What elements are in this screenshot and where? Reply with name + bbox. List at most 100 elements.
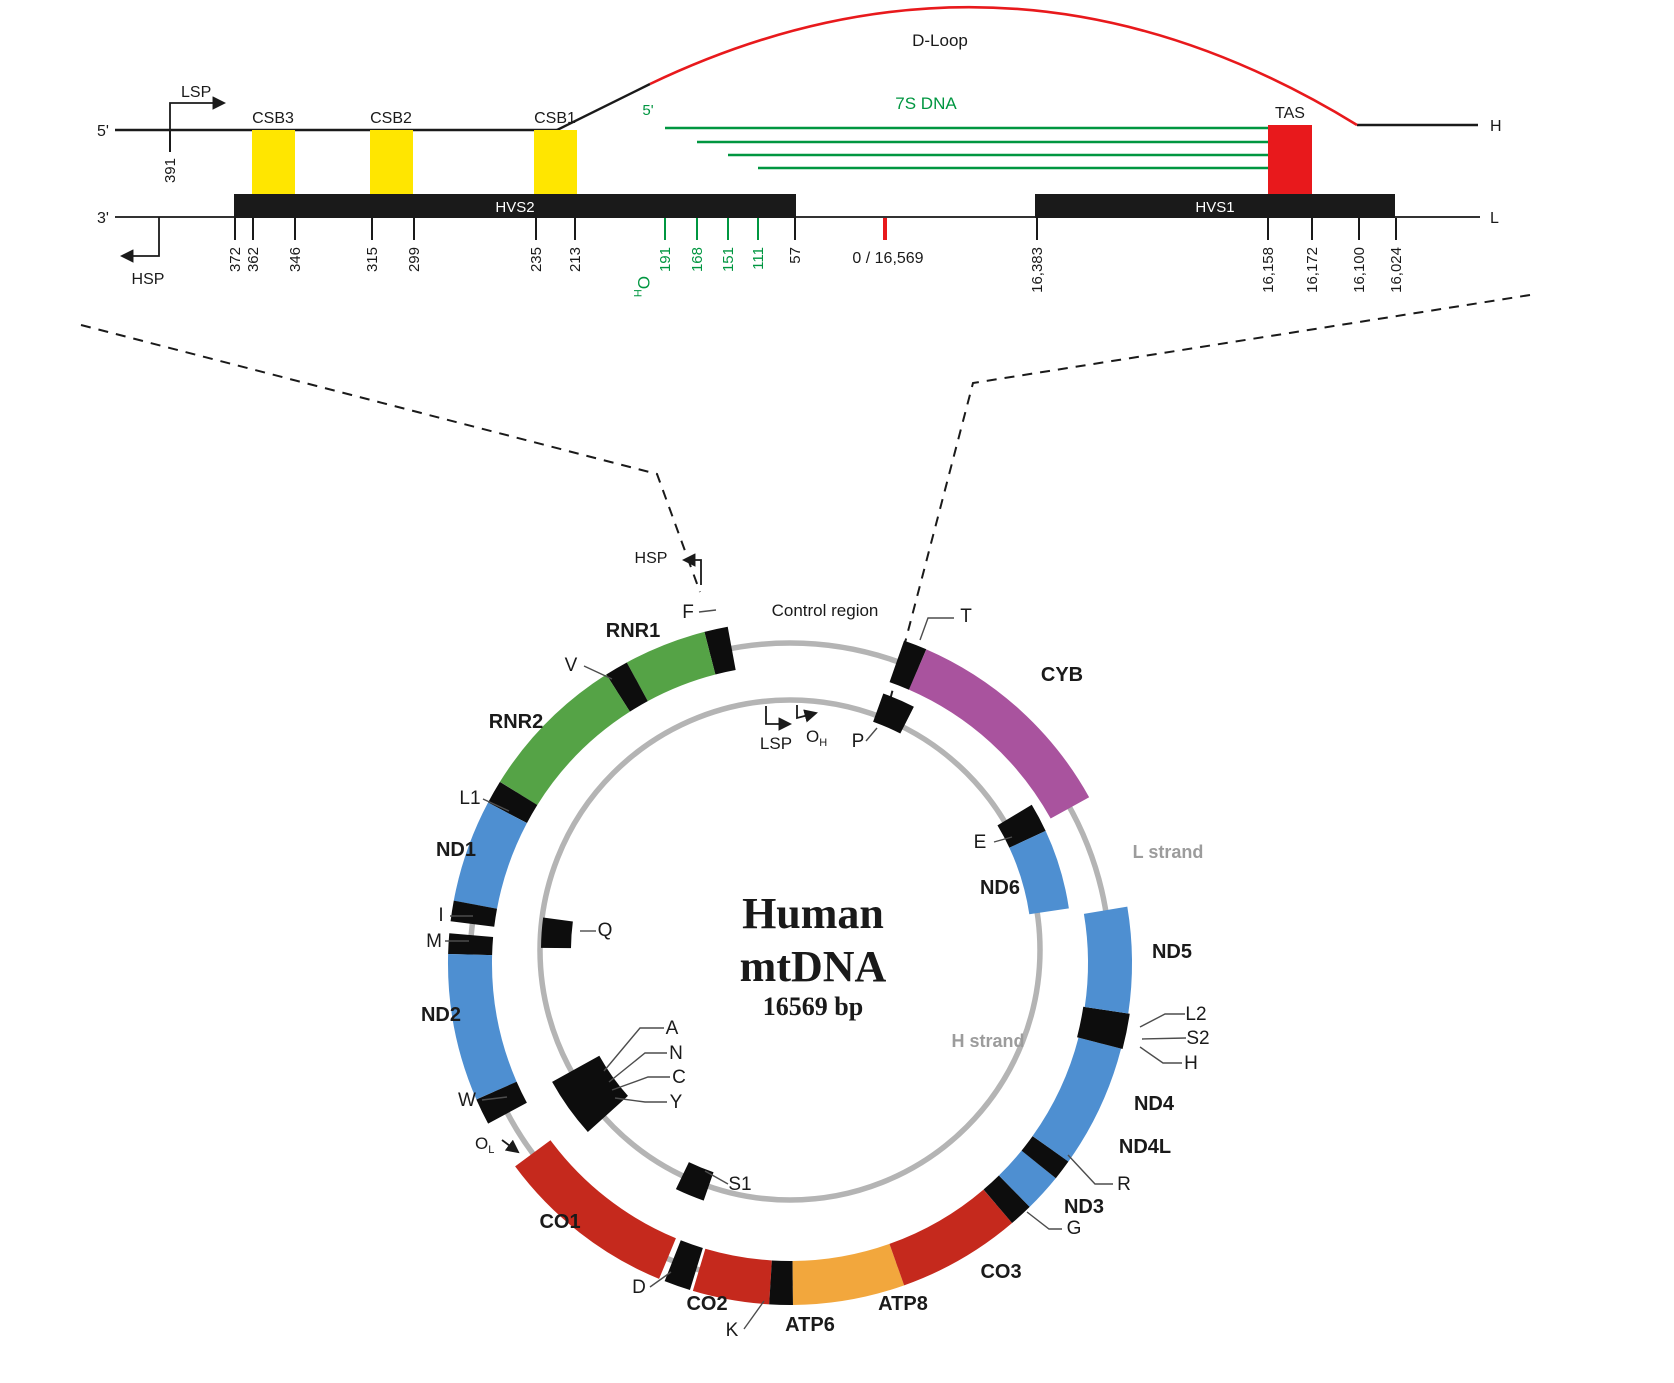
- csb2-box: [370, 130, 413, 194]
- oh-arrow-circle: [796, 705, 818, 723]
- map-label-nd4l: ND4L: [1119, 1136, 1171, 1158]
- trna-D: [664, 1240, 704, 1291]
- map-label-g: G: [1067, 1218, 1082, 1239]
- trna-M: [448, 933, 494, 956]
- map-label-atp6: ATP6: [785, 1314, 835, 1336]
- gene-ND1: [453, 802, 528, 910]
- linear-label-csb2: CSB2: [370, 110, 412, 127]
- trna-Q: [541, 917, 573, 949]
- map-label-o: OL: [475, 1134, 494, 1156]
- tick-label-299: 299: [406, 247, 423, 272]
- origin-label-0-16-569: 0 / 16,569: [852, 250, 923, 267]
- hvs2-bar: [234, 194, 796, 218]
- map-label-v: V: [565, 655, 578, 676]
- map-label-w: W: [458, 1090, 476, 1111]
- leader-H: [1139, 1046, 1182, 1064]
- map-label-co3: CO3: [980, 1261, 1021, 1283]
- five-prime-bend: [556, 82, 651, 132]
- map-label-co2: CO2: [686, 1293, 727, 1315]
- map-label-y: Y: [670, 1092, 683, 1113]
- leader-T: [919, 617, 954, 641]
- map-label-o: OH: [806, 727, 827, 749]
- dloop-arc: [649, 5, 1358, 127]
- linear-label-h: H: [1490, 118, 1502, 135]
- map-label-q: Q: [598, 920, 613, 941]
- hvs1-bar: [1035, 194, 1395, 218]
- tick-label-16-100: 16,100: [1351, 247, 1368, 293]
- gene-CO2: [692, 1248, 773, 1305]
- leader-P: [865, 727, 878, 742]
- leader-G: [1026, 1211, 1062, 1230]
- trna-G: [983, 1175, 1030, 1224]
- trna-F: [704, 626, 736, 675]
- linear-label-hsp: HSP: [132, 271, 165, 288]
- map-label-cyb: CYB: [1041, 664, 1083, 686]
- tick-label-346: 346: [287, 247, 304, 272]
- linear-label-tas: TAS: [1275, 105, 1305, 122]
- zoom-connector-lines: [80, 294, 1531, 701]
- tas-box: [1268, 125, 1312, 194]
- trna-I: [450, 900, 498, 927]
- trna-L1: [488, 781, 538, 824]
- tick-label-235: 235: [528, 247, 545, 272]
- map-label-lsp: LSP: [760, 734, 792, 753]
- leader-R: [1067, 1154, 1113, 1185]
- map-label-s1: S1: [728, 1174, 751, 1195]
- map-label-c: C: [672, 1067, 686, 1088]
- linear-label-7s-dna: 7S DNA: [895, 94, 957, 113]
- leader-F: [698, 609, 717, 613]
- map-label-l-strand: L strand: [1133, 842, 1204, 862]
- map-label-n: N: [669, 1043, 683, 1064]
- tick-label-16-172: 16,172: [1304, 247, 1321, 293]
- linear-label-5-: 5': [642, 102, 653, 119]
- map-label-rnr1: RNR1: [606, 620, 660, 642]
- tick-label-362: 362: [245, 247, 262, 272]
- center-title-human: Human: [742, 889, 884, 938]
- linear-label-l: L: [1490, 210, 1499, 227]
- control-region-linear-map: 372 362 346 315 299 235 213 57 16,383 16,158 16,17…: [97, 5, 1502, 297]
- map-label-m: M: [426, 931, 442, 952]
- map-label-nd4: ND4: [1134, 1093, 1175, 1115]
- leader-Y: [614, 1097, 667, 1103]
- map-label-p: P: [852, 731, 865, 752]
- leader-N: [608, 1052, 667, 1083]
- h-strand-ring: [537, 697, 1043, 1203]
- gene-ATP6-ATP8: [792, 1243, 905, 1305]
- linear-label-hvs1: HVS1: [1195, 199, 1234, 216]
- map-label-l1: L1: [459, 788, 480, 809]
- leader-S1: [704, 1170, 729, 1185]
- map-label-f: F: [682, 602, 694, 623]
- leader-A: [603, 1027, 664, 1072]
- tick-label-111: 111: [750, 247, 767, 270]
- leader-L2: [1139, 1013, 1185, 1028]
- tick-label-315: 315: [364, 247, 381, 272]
- map-label-d: D: [632, 1277, 646, 1298]
- linear-label-csb3: CSB3: [252, 110, 294, 127]
- trna-K: [769, 1260, 793, 1306]
- map-label-hsp: HSP: [635, 550, 668, 567]
- gene-RNR1: [626, 631, 716, 702]
- trna-S1: [675, 1161, 714, 1201]
- map-label-r: R: [1117, 1174, 1131, 1195]
- map-label-nd1: ND1: [436, 839, 476, 861]
- gene-CYB: [908, 649, 1090, 819]
- leader-W: [481, 1096, 508, 1101]
- oh-origin-text-o: OH: [631, 276, 653, 297]
- tick-label-16-024: 16,024: [1388, 247, 1405, 293]
- tick-label-168: 168: [689, 247, 706, 272]
- center-title-mtdna: mtDNA: [740, 942, 887, 991]
- tick-label-151: 151: [720, 247, 737, 272]
- map-label-t: T: [960, 606, 972, 627]
- ol-arrow-circle: [501, 1139, 520, 1154]
- tick-label-57: 57: [787, 247, 804, 264]
- gene-RNR2: [499, 674, 631, 806]
- linear-label-hvs2: HVS2: [495, 199, 534, 216]
- map-label-nd3: ND3: [1064, 1196, 1104, 1218]
- hsp-arrow-circle: [681, 553, 702, 585]
- dashed-right: [889, 294, 1531, 701]
- map-label-k: K: [726, 1320, 739, 1341]
- map-label-nd6: ND6: [980, 877, 1020, 899]
- map-label-rnr2: RNR2: [489, 711, 543, 733]
